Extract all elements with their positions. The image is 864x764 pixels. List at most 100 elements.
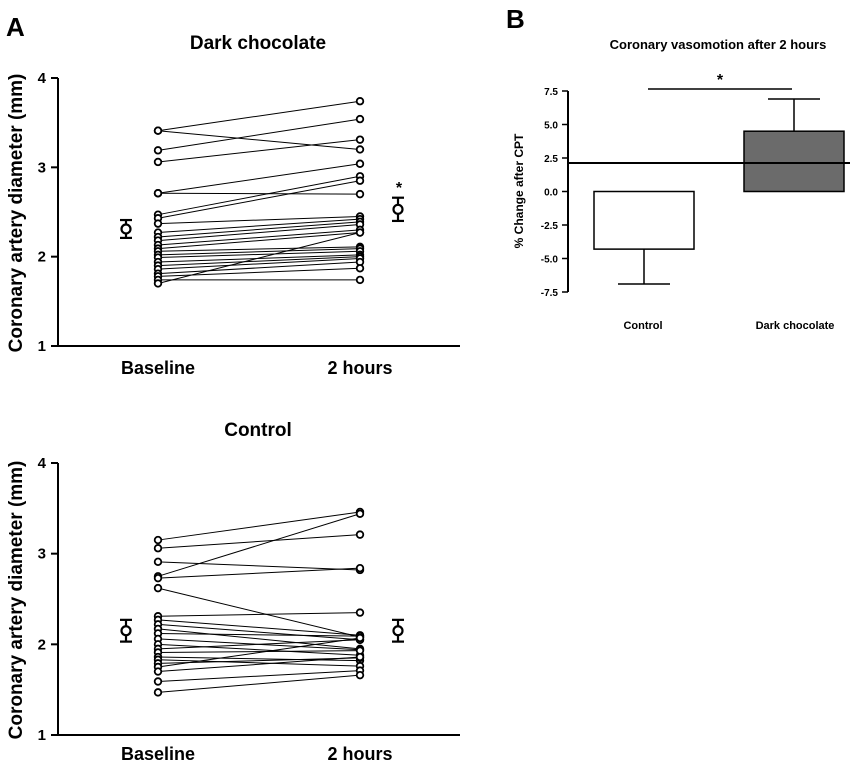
paired-line [157,632,361,637]
two-hour-point [355,275,365,285]
paired-line [157,619,361,636]
paired-line [157,567,361,579]
y-tick-label: 3 [38,546,46,563]
paired-line [157,118,361,151]
paired-line [157,623,361,641]
paired-line [157,163,361,194]
paired-line [157,221,361,238]
paired-line [157,215,361,225]
y-tick-label: -7.5 [541,288,559,299]
paired-line [157,561,361,571]
y-axis-label: Coronary artery diameter (mm) [6,461,27,740]
paired-lines [157,100,361,284]
paired-line [157,670,361,683]
x-category-baseline: Baseline [121,744,195,764]
paired-line [157,534,361,549]
mean-marker [392,625,404,637]
chart-title: Coronary vasomotion after 2 hours [610,37,827,52]
paired-line [157,674,361,693]
paired-line [157,612,361,617]
paired-line [157,587,361,638]
panel-label-b: B [506,4,525,34]
y-tick-label: -2.5 [541,221,559,232]
paired-line [157,639,361,650]
y-tick-label: 4 [38,455,47,472]
y-tick-label: 2 [38,636,46,653]
vasomotion-bar-chart: Coronary vasomotion after 2 hours % Chan… [512,37,850,332]
baseline-point [153,583,163,593]
baseline-point [153,557,163,567]
mean-error-markers [120,618,404,643]
y-tick-label: 7.5 [544,87,558,98]
y-tick-label: 1 [38,338,46,355]
two-hour-point [355,97,365,106]
paired-line [157,643,361,656]
two-hour-point [355,652,365,662]
paired-line [157,250,361,259]
baseline-point [153,219,163,228]
y-tick-label: 3 [38,159,46,176]
two-hour-point [355,159,365,168]
two-hour-point [355,145,365,154]
baseline-point [153,279,163,288]
data-points [153,507,365,697]
y-axis-label: % Change after CPT [512,133,526,248]
y-tick-label: 4 [38,70,47,87]
y-ticks: 7.5 5.0 2.5 0.0 -2.5 -5.0 -7.5 [541,87,568,299]
paired-line [157,232,361,250]
baseline-point [153,146,163,155]
two-hour-point [355,176,365,185]
bar-dark-chocolate [743,130,845,193]
two-hour-point [355,670,365,680]
y-ticks: 1 2 3 4 [38,455,58,744]
baseline-point [153,535,163,545]
paired-line [157,246,361,252]
paired-line [157,180,361,219]
paired-line [157,175,361,216]
paired-line [157,656,361,662]
paired-line [157,511,361,541]
paired-lines [157,511,361,693]
two-hour-point [355,135,365,144]
two-hour-point [355,189,365,199]
paired-line [157,232,361,284]
two-hour-point [355,563,365,573]
baseline-point [153,688,163,697]
paired-line [157,224,361,242]
two-hour-point [355,114,365,124]
paired-line [157,218,361,234]
paired-line [157,257,361,270]
panel-label-a: A [6,12,25,42]
baseline-point [153,189,163,198]
baseline-point [153,126,163,135]
paired-line [157,650,361,653]
x-category-baseline: Baseline [121,358,195,378]
y-axis-label: Coronary artery diameter (mm) [6,74,27,353]
paired-line [157,248,361,256]
significance-star: * [396,180,403,197]
y-ticks: 1 2 3 4 [38,70,58,355]
paired-line [157,256,361,267]
x-category-2-hours: 2 hours [327,744,392,764]
x-category-control: Control [623,320,662,332]
chart-title: Control [224,420,292,441]
baseline-point [153,157,163,167]
baseline-point [153,544,163,553]
paired-line [157,192,361,195]
bars [593,98,845,285]
y-tick-label: 0.0 [544,188,558,199]
two-hour-point [355,228,365,237]
x-category-2-hours: 2 hours [327,358,392,378]
paired-line [157,100,361,132]
two-hour-point [355,530,365,539]
paired-line [157,656,361,673]
y-tick-label: 2.5 [544,154,558,165]
paired-line [157,139,361,163]
paired-line [157,130,361,150]
mean-error-markers [120,196,404,240]
paired-line [157,659,361,667]
paired-line [157,229,361,246]
data-points [153,97,365,288]
control-chart: Control Coronary artery diameter (mm) Ba… [6,420,460,764]
